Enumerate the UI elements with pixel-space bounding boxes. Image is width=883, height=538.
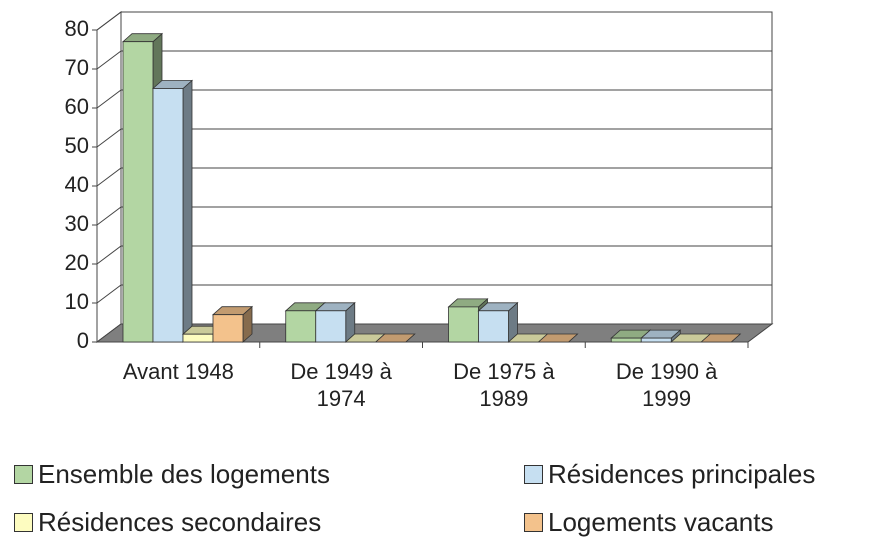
y-tick-label: 70	[65, 55, 89, 80]
legend-swatch	[524, 465, 543, 484]
legend-label: Résidences secondaires	[38, 507, 322, 537]
legend-item: Ensemble des logements	[14, 459, 330, 490]
legend-label: Logements vacants	[548, 507, 774, 537]
legend-label: Résidences principales	[548, 459, 816, 489]
bar-top	[374, 333, 416, 343]
bar	[640, 337, 672, 343]
bar	[478, 310, 509, 343]
bar-side	[182, 79, 193, 343]
grid-line	[96, 167, 772, 187]
bar	[122, 41, 154, 343]
grid-line	[96, 284, 772, 304]
x-tick-label: De 1949 à 1974	[290, 359, 392, 411]
y-tick-label: 60	[65, 94, 89, 119]
y-tick-label: 40	[65, 172, 89, 197]
grid-line	[96, 128, 772, 148]
grid-line	[96, 89, 772, 109]
x-tick-label: De 1990 à 1999	[615, 359, 718, 411]
legend-item: Résidences principales	[524, 459, 815, 490]
bar	[285, 310, 317, 343]
legend-item: Logements vacants	[524, 507, 773, 538]
legend-swatch	[14, 465, 33, 484]
legend-swatch	[524, 513, 543, 532]
bar	[448, 306, 479, 343]
y-tick-label: 10	[65, 289, 89, 314]
bar	[315, 310, 347, 343]
bar-top	[700, 333, 742, 343]
legend-item: Résidences secondaires	[14, 507, 321, 538]
y-tick-label: 50	[65, 133, 89, 158]
grid-line	[96, 206, 772, 226]
bar	[212, 314, 244, 343]
grid-line	[96, 11, 772, 31]
grid-line	[96, 50, 772, 70]
x-tick-label: De 1975 à 1989	[453, 359, 555, 411]
x-tick-label: Avant 1948	[122, 359, 234, 384]
y-tick-label: 20	[65, 250, 89, 275]
y-tick-label: 80	[65, 16, 89, 41]
bar	[610, 337, 642, 343]
y-tick-label: 30	[65, 211, 89, 236]
grid-line	[96, 245, 772, 265]
legend-label: Ensemble des logements	[38, 459, 330, 489]
bar-top	[537, 333, 579, 343]
bar	[182, 333, 214, 343]
legend-swatch	[14, 513, 33, 532]
y-tick-label: 0	[77, 328, 89, 353]
bar	[152, 88, 184, 343]
